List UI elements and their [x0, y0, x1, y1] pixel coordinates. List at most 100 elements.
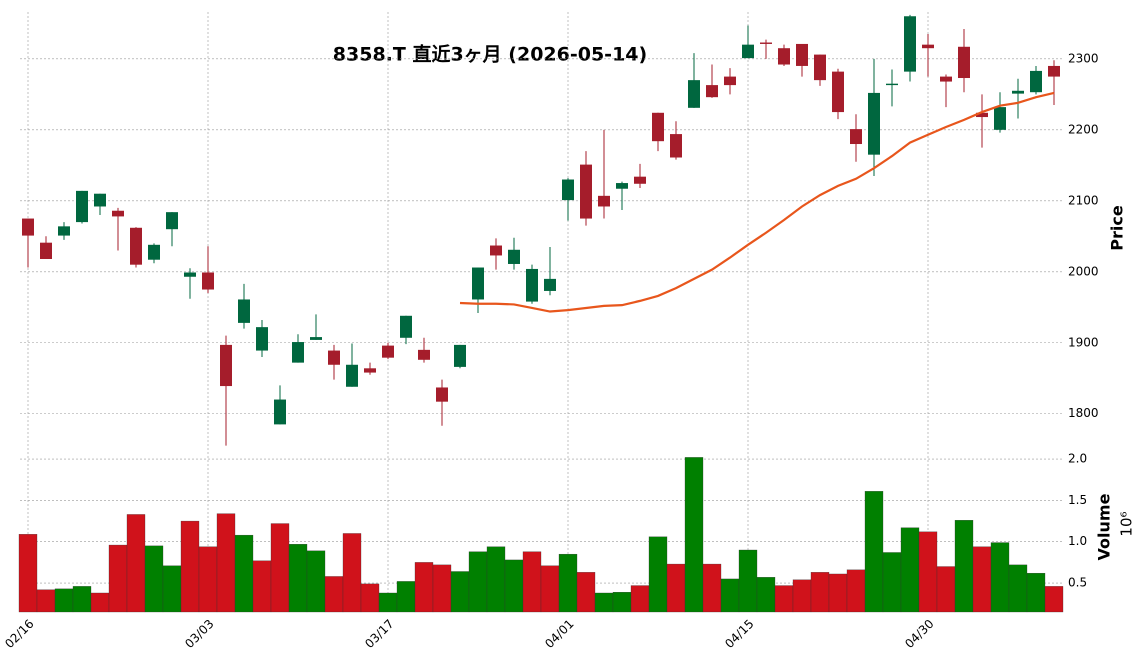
volume-bar: [828, 573, 848, 613]
volume-bar: [162, 565, 182, 613]
y-tick-label: 1.0: [1068, 534, 1087, 548]
candle-body: [130, 227, 142, 265]
volume-bar: [306, 550, 326, 613]
volume-bar: [576, 572, 596, 613]
candle-body: [670, 134, 682, 158]
candle-body: [76, 190, 88, 223]
volume-bar: [756, 577, 776, 613]
volume-bar: [540, 565, 560, 613]
candle-body: [688, 80, 700, 108]
candle-body: [148, 244, 160, 260]
volume-bar: [666, 563, 686, 613]
candle-body: [760, 42, 772, 44]
volume-bar: [36, 589, 56, 613]
volume-bar: [612, 592, 632, 613]
candle-body: [418, 349, 430, 360]
volume-bar: [954, 520, 974, 613]
volume-bar: [378, 592, 398, 613]
moving-average: [459, 91, 1055, 313]
candle-body: [544, 278, 556, 291]
candle-body: [400, 315, 412, 338]
candle-body: [724, 76, 736, 86]
volume-bar: [864, 491, 884, 613]
volume-bar: [270, 523, 290, 613]
candle-body: [274, 399, 286, 425]
candle-body: [562, 179, 574, 201]
chart-title: 8358.T 直近3ヶ月 (2026-05-14): [333, 43, 647, 66]
candle-body: [580, 164, 592, 219]
candle-body: [58, 226, 70, 236]
volume-bar: [216, 513, 236, 613]
volume-bar: [198, 546, 218, 613]
volume-bar: [54, 588, 74, 613]
candle-body: [976, 112, 988, 118]
candle-body: [796, 43, 808, 66]
volume-bar: [1008, 564, 1028, 613]
volume-bar: [90, 592, 110, 613]
candle-body: [868, 92, 880, 155]
candle-body: [40, 242, 52, 260]
volume-bar: [846, 569, 866, 613]
volume-bar: [702, 563, 722, 613]
candle-body: [778, 48, 790, 65]
volume-bar: [972, 546, 992, 613]
volume-bar: [522, 551, 542, 613]
axis-offset: 10⁶: [1118, 511, 1136, 536]
volume-bar: [486, 546, 506, 613]
candle-body: [472, 267, 484, 300]
volume-bar: [900, 527, 920, 613]
volume-bar: [108, 544, 128, 613]
candle-body: [940, 76, 952, 82]
y-tick-label: 0.5: [1068, 576, 1087, 590]
candle-body: [742, 44, 754, 59]
candle-body: [490, 245, 502, 256]
candle-body: [364, 368, 376, 373]
candle-body: [526, 268, 538, 302]
candle-body: [706, 85, 718, 98]
candle-body: [850, 129, 862, 145]
candle-body: [310, 337, 322, 340]
volume-bar: [18, 534, 38, 613]
candle-body: [346, 364, 358, 387]
x-tick-label: 04/01: [542, 617, 576, 651]
volume-bar: [558, 553, 578, 613]
candle-body: [508, 249, 520, 264]
volume-bar: [504, 559, 524, 613]
volume-bar: [450, 571, 470, 613]
x-tick-label: 03/03: [182, 617, 216, 651]
candle-body: [1012, 90, 1024, 94]
candle-body: [454, 344, 466, 367]
y-tick-label: 2200: [1068, 122, 1099, 136]
y-axis-label: Price: [1108, 205, 1127, 251]
y-tick-label: 2.0: [1068, 452, 1087, 466]
candle-body: [112, 210, 124, 217]
volume-bar: [720, 578, 740, 613]
candle-body: [652, 112, 664, 142]
candle-body: [994, 107, 1006, 130]
volume-bar: [396, 581, 416, 613]
x-tick-label: 04/30: [902, 617, 936, 651]
candle-body: [328, 350, 340, 365]
volume-bar: [468, 551, 488, 613]
candle-body: [256, 327, 268, 351]
y-tick-label: 1800: [1068, 406, 1099, 420]
candle-body: [1030, 70, 1042, 93]
volume-bar: [432, 564, 452, 613]
volume-bar: [630, 585, 650, 613]
candle-body: [922, 44, 934, 49]
volume-bar: [648, 536, 668, 613]
candle-body: [22, 218, 34, 236]
volume-bar: [792, 579, 812, 613]
candle-body: [598, 195, 610, 207]
x-tick-label: 02/16: [2, 617, 36, 651]
candle-body: [814, 54, 826, 81]
volume-bar: [414, 562, 434, 613]
candle-body: [202, 272, 214, 290]
y-tick-label: 1.5: [1068, 493, 1087, 507]
volume-bar: [180, 520, 200, 613]
candle-body: [94, 193, 106, 207]
x-tick-label: 04/15: [722, 617, 756, 651]
y-tick-label: 2300: [1068, 51, 1099, 65]
volume-bar: [990, 542, 1010, 613]
